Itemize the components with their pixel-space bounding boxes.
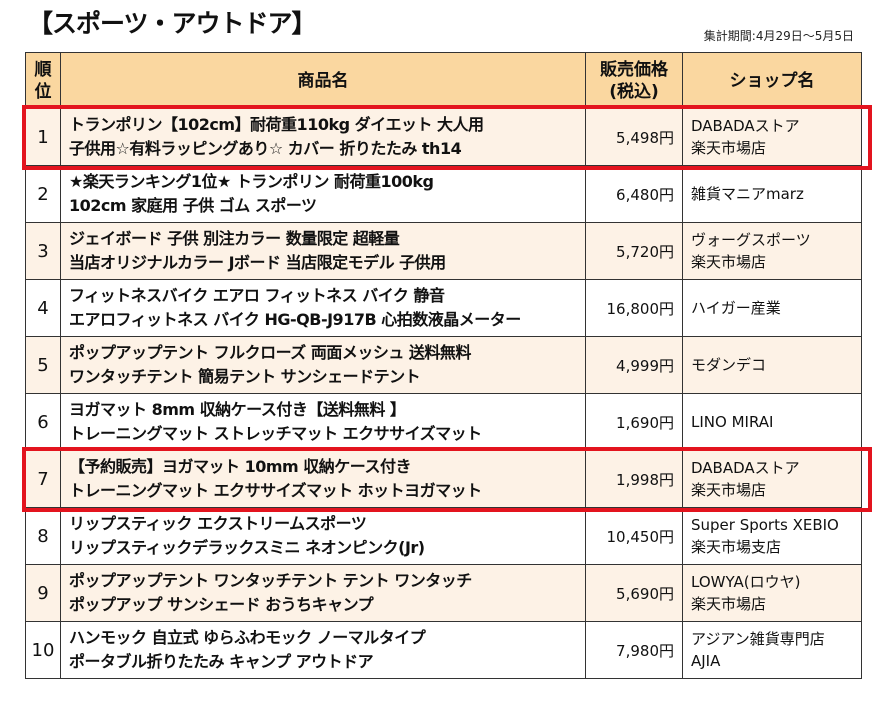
product-name-cell: フィットネスバイク エアロ フィットネス バイク 静音 エアロフィットネス バイ…	[60, 279, 586, 337]
price-cell: 7,980円	[585, 621, 683, 679]
product-name-cell: ハンモック 自立式 ゆらふわモック ノーマルタイプ ポータブル折りたたみ キャン…	[60, 621, 586, 679]
table-row: 4 フィットネスバイク エアロ フィットネス バイク 静音 エアロフィットネス バ…	[25, 279, 862, 337]
aggregation-period: 集計期間:4月29日〜5月5日	[703, 29, 854, 43]
rank-cell: 6	[25, 393, 61, 451]
header-shop: ショップ名	[682, 52, 862, 109]
table-row: 6 ヨガマット 8mm 収納ケース付き【送料無料 】 トレーニングマット ストレッ…	[25, 393, 862, 451]
table-row: 7 【予約販売】ヨガマット 10mm 収納ケース付き トレーニングマット エクササ…	[25, 450, 862, 508]
header-rank: 順 位	[25, 52, 61, 109]
shop-name-cell: ヴォーグスポーツ 楽天市場店	[682, 222, 862, 280]
shop-name-cell: LINO MIRAI	[682, 393, 862, 451]
rank-cell: 7	[25, 450, 61, 508]
table-row: 2 ★楽天ランキング1位★ トランポリン 耐荷重100kg 102cm 家庭用 子…	[25, 165, 862, 223]
product-name-cell: リップスティック エクストリームスポーツ リップスティックデラックスミニ ネオン…	[60, 507, 586, 565]
price-cell: 16,800円	[585, 279, 683, 337]
page-title: 【スポーツ・アウトドア】	[28, 9, 317, 38]
price-cell: 10,450円	[585, 507, 683, 565]
ranking-table: 順 位 商品名 販売価格 (税込) ショップ名 1 トランポリン【102cm】耐荷…	[25, 52, 862, 679]
shop-name-cell: 雑貨マニアmarz	[682, 165, 862, 223]
product-name-cell: トランポリン【102cm】耐荷重110kg ダイエット 大人用 子供用☆有料ラッ…	[60, 108, 586, 166]
product-name-cell: ヨガマット 8mm 収納ケース付き【送料無料 】 トレーニングマット ストレッチ…	[60, 393, 586, 451]
shop-name-cell: DABADAストア 楽天市場店	[682, 450, 862, 508]
shop-name-cell: Super Sports XEBIO 楽天市場支店	[682, 507, 862, 565]
product-name-cell: ジェイボード 子供 別注カラー 数量限定 超軽量 当店オリジナルカラー Jボード…	[60, 222, 586, 280]
price-cell: 4,999円	[585, 336, 683, 394]
table-row: 9 ポップアップテント ワンタッチテント テント ワンタッチ ポップアップ サンシ…	[25, 564, 862, 622]
price-cell: 1,690円	[585, 393, 683, 451]
header-price: 販売価格 (税込)	[585, 52, 683, 109]
product-name-cell: ★楽天ランキング1位★ トランポリン 耐荷重100kg 102cm 家庭用 子供…	[60, 165, 586, 223]
table-row: 10 ハンモック 自立式 ゆらふわモック ノーマルタイプ ポータブル折りたたみ キ…	[25, 621, 862, 679]
rank-cell: 8	[25, 507, 61, 565]
table-row: 5 ポップアップテント フルクローズ 両面メッシュ 送料無料 ワンタッチテント 簡…	[25, 336, 862, 394]
product-name-cell: 【予約販売】ヨガマット 10mm 収納ケース付き トレーニングマット エクササイ…	[60, 450, 586, 508]
rank-cell: 1	[25, 108, 61, 166]
price-cell: 5,690円	[585, 564, 683, 622]
rank-cell: 3	[25, 222, 61, 280]
table-row: 1 トランポリン【102cm】耐荷重110kg ダイエット 大人用 子供用☆有料ラ…	[25, 108, 862, 166]
price-cell: 6,480円	[585, 165, 683, 223]
table-row: 8 リップスティック エクストリームスポーツ リップスティックデラックスミニ ネオ…	[25, 507, 862, 565]
shop-name-cell: DABADAストア 楽天市場店	[682, 108, 862, 166]
price-cell: 5,498円	[585, 108, 683, 166]
price-cell: 5,720円	[585, 222, 683, 280]
rank-cell: 5	[25, 336, 61, 394]
price-cell: 1,998円	[585, 450, 683, 508]
shop-name-cell: ハイガー産業	[682, 279, 862, 337]
rank-cell: 2	[25, 165, 61, 223]
rank-cell: 4	[25, 279, 61, 337]
product-name-cell: ポップアップテント フルクローズ 両面メッシュ 送料無料 ワンタッチテント 簡易…	[60, 336, 586, 394]
rank-cell: 9	[25, 564, 61, 622]
product-name-cell: ポップアップテント ワンタッチテント テント ワンタッチ ポップアップ サンシェ…	[60, 564, 586, 622]
shop-name-cell: LOWYA(ロウヤ) 楽天市場店	[682, 564, 862, 622]
rank-cell: 10	[25, 621, 61, 679]
header-name: 商品名	[60, 52, 586, 109]
shop-name-cell: モダンデコ	[682, 336, 862, 394]
shop-name-cell: アジアン雑貨専門店 AJIA	[682, 621, 862, 679]
table-row: 3 ジェイボード 子供 別注カラー 数量限定 超軽量 当店オリジナルカラー Jボー…	[25, 222, 862, 280]
